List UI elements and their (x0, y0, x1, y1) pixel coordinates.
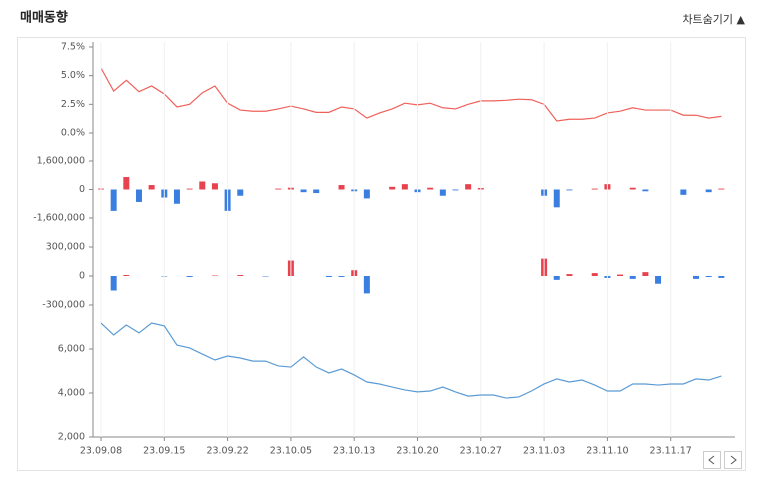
bar (617, 274, 624, 276)
y-tick-label: 0 (79, 184, 85, 195)
y-tick-label: 2,000 (58, 432, 85, 443)
bar (300, 189, 307, 193)
bar (237, 189, 244, 196)
y-tick-label: 300,000 (46, 242, 85, 253)
bar (173, 189, 180, 204)
y-tick-label: 6,000 (58, 344, 85, 355)
bar (705, 276, 712, 277)
x-tick-label: 23.11.03 (523, 446, 565, 457)
next-button[interactable] (724, 451, 742, 469)
bar (338, 276, 345, 277)
bar (401, 184, 408, 190)
hide-chart-toggle[interactable]: 차트숨기기 ▲ (682, 13, 745, 26)
bar (718, 188, 725, 190)
bar (553, 189, 560, 208)
bar (363, 276, 370, 294)
bar (718, 276, 725, 278)
x-tick-label: 23.09.08 (80, 446, 122, 457)
bar (629, 276, 636, 279)
y-tick-label: 0.0% (61, 128, 85, 139)
section-title: 매매동향 (20, 10, 68, 26)
x-tick-label: 23.10.20 (396, 446, 438, 457)
y-tick-label: 2.5% (61, 99, 85, 110)
bar (452, 189, 459, 191)
bar (629, 187, 636, 190)
y-tick-label: 4,000 (58, 388, 85, 399)
bar (642, 189, 649, 192)
bar (123, 275, 130, 276)
bar (705, 189, 712, 193)
y-tick-label: 0 (79, 271, 85, 282)
next-icon (730, 455, 737, 465)
bar (237, 275, 244, 276)
bar (211, 183, 218, 190)
y-tick-label: 5.0% (61, 70, 85, 81)
bar (110, 189, 117, 211)
chart-frame (17, 37, 746, 471)
bar (148, 185, 155, 190)
y-tick-label: -1,600,000 (33, 213, 85, 224)
x-tick-label: 23.10.27 (460, 446, 502, 457)
y-tick-label: 7.5% (61, 42, 85, 53)
bar (135, 189, 142, 202)
x-tick-label: 23.10.05 (270, 446, 312, 457)
bar (186, 188, 193, 190)
bar (363, 189, 370, 199)
bar (313, 189, 320, 194)
x-tick-label: 23.09.15 (143, 446, 185, 457)
y-tick-label: -300,000 (42, 300, 85, 311)
x-tick-label: 23.11.10 (586, 446, 628, 457)
bar (693, 276, 700, 279)
line-series (100, 322, 722, 399)
y-tick-label: 1,600,000 (37, 156, 85, 167)
prev-icon (708, 455, 715, 465)
prev-button[interactable] (703, 451, 721, 469)
bar (655, 276, 662, 284)
x-tick-label: 23.09.22 (206, 446, 248, 457)
bar (123, 177, 130, 190)
bar (325, 276, 332, 277)
bar (553, 276, 560, 280)
bar (110, 276, 117, 291)
bar (680, 189, 687, 195)
bar (275, 188, 282, 190)
bar (199, 181, 206, 190)
bar (389, 186, 396, 190)
bar (338, 185, 345, 190)
bar (186, 276, 193, 277)
bar (439, 189, 446, 196)
bar (566, 274, 573, 276)
bar (465, 184, 472, 190)
line-series (100, 67, 722, 122)
bar (591, 273, 598, 276)
bar (427, 187, 434, 190)
bar (566, 189, 573, 191)
x-tick-label: 23.10.13 (333, 446, 375, 457)
x-tick-label: 23.11.17 (650, 446, 692, 457)
bar (591, 188, 598, 190)
bar (642, 272, 649, 276)
